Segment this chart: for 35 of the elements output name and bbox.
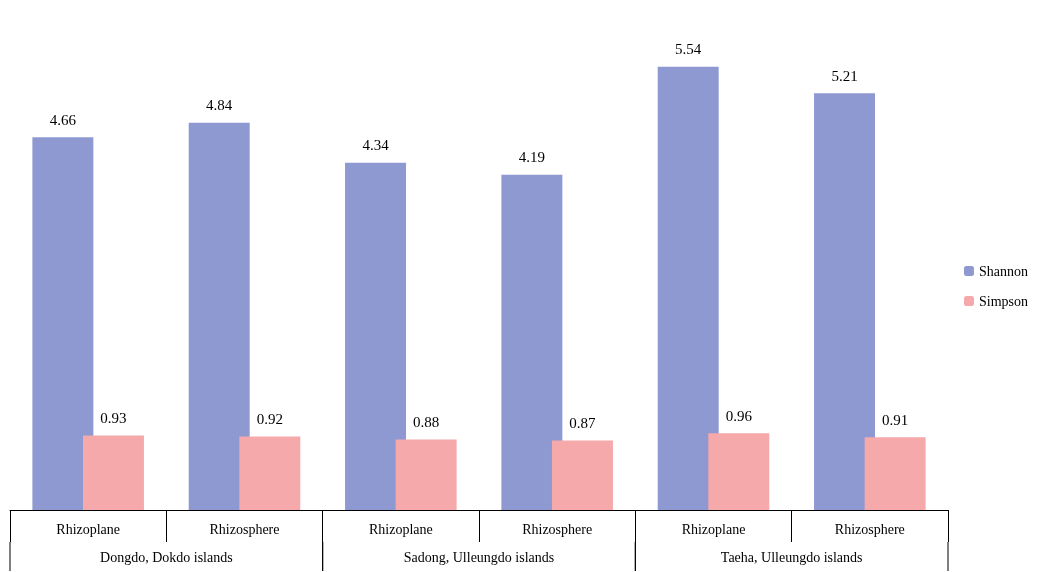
x-tick-label: Rhizosphere <box>209 521 280 537</box>
data-label: 4.19 <box>518 149 545 166</box>
data-label: 0.88 <box>413 414 440 431</box>
bar <box>82 435 144 510</box>
legend-label: Simpson <box>978 293 1028 309</box>
data-label: 0.92 <box>256 410 283 427</box>
bar <box>32 137 94 510</box>
text: Taeha, Ulleungdo islands <box>720 549 863 565</box>
bar <box>814 93 876 510</box>
legend-label: Shannon <box>978 263 1028 279</box>
x-tick-label: Rhizoplane <box>681 521 746 537</box>
data-label: 4.66 <box>49 111 77 128</box>
bar <box>188 122 250 510</box>
bar <box>864 437 926 510</box>
data-label: 5.21 <box>831 67 858 84</box>
data-label: 5.54 <box>675 41 702 58</box>
data-label: 4.34 <box>362 137 390 154</box>
data-label: 0.93 <box>100 410 127 427</box>
bar <box>657 66 719 510</box>
bar <box>501 174 563 510</box>
bar <box>239 436 301 510</box>
x-tick-label: Rhizosphere <box>522 521 593 537</box>
data-label: 0.91 <box>882 411 909 428</box>
bar <box>551 440 613 510</box>
x-tick-label: Rhizoplane <box>368 521 433 537</box>
bar <box>345 162 407 510</box>
text: Dongdo, Dokdo islands <box>100 549 233 565</box>
data-label: 0.87 <box>569 414 597 431</box>
x-tick-label: Rhizoplane <box>56 521 121 537</box>
data-label: 4.84 <box>206 97 233 114</box>
bar <box>708 433 770 510</box>
text: Sadong, Ulleungdo islands <box>403 549 555 565</box>
data-label: 0.96 <box>725 407 753 424</box>
x-tick-label: Rhizosphere <box>834 521 905 537</box>
bar <box>395 439 457 510</box>
